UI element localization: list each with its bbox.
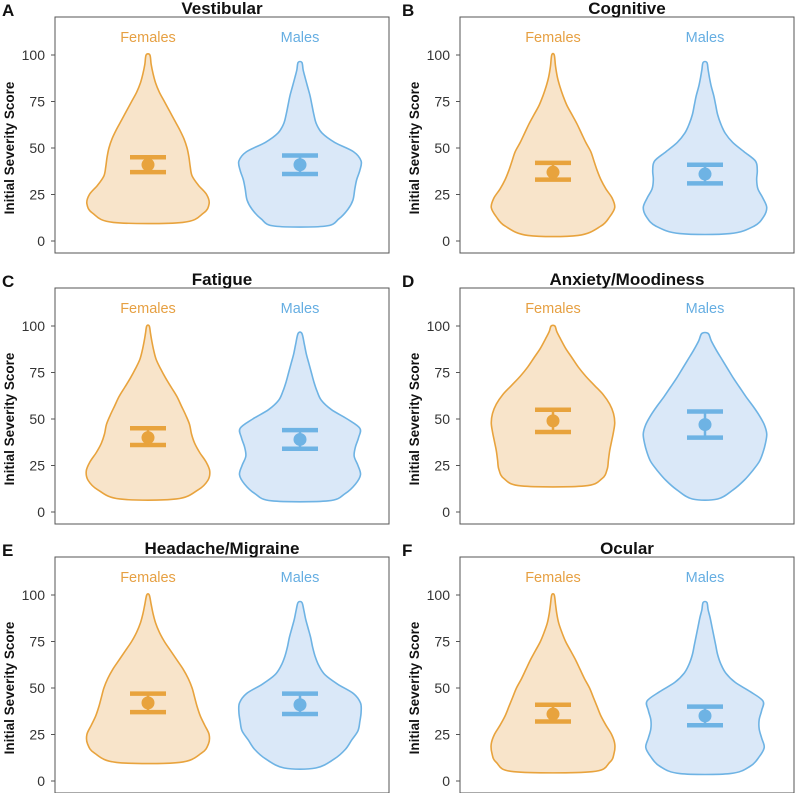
group-label-females: Females [525,301,581,317]
panel-letter: A [2,1,14,20]
y-axis-title: Initial Severity Score [407,621,422,754]
y-tick-label: 50 [434,140,450,156]
mean-point-males [293,158,307,172]
panel-title: Fatigue [192,270,252,289]
mean-point-females [141,158,155,172]
y-tick-label: 50 [29,411,45,427]
group-label-males: Males [686,570,725,586]
panel-letter: B [402,1,414,20]
group-label-females: Females [525,30,581,46]
y-tick-label: 50 [29,140,45,156]
violin-females [85,53,211,225]
violin-females [490,593,616,774]
group-label-males: Males [686,30,725,46]
violin-females [490,324,616,488]
panel-e: E Headache/Migraine Initial Severity Score… [2,539,390,794]
panel-title: Vestibular [181,0,263,18]
y-tick-label: 100 [22,587,46,603]
y-tick-label: 0 [442,504,450,520]
y-tick-label: 50 [29,680,45,696]
mean-point-males [698,167,712,181]
panel-letter: D [402,272,414,291]
y-tick-label: 75 [29,634,45,650]
y-axis-title: Initial Severity Score [407,352,422,485]
panel-title: Cognitive [588,0,665,18]
panel-title: Anxiety/Moodiness [550,270,705,289]
y-tick-label: 75 [434,94,450,110]
y-axis-title: Initial Severity Score [2,352,17,485]
violin-females [85,593,211,765]
panel-frame [459,16,795,254]
panel-a: A Vestibular Initial Severity Score 0 25 50 75… [2,0,390,254]
y-axis-title: Initial Severity Score [2,81,17,214]
violin-males [642,60,768,236]
y-tick-label: 25 [434,458,450,474]
y-tick-label: 100 [22,318,46,334]
group-label-females: Females [120,30,176,46]
panel-frame [54,287,390,525]
group-label-females: Females [120,570,176,586]
violin-males [237,60,363,228]
panel-letter: E [2,541,13,560]
y-tick-label: 100 [427,587,451,603]
mean-point-females [546,165,560,179]
panel-letter: F [402,541,412,560]
panel-frame [459,287,795,525]
y-tick-label: 100 [427,318,451,334]
mean-point-males [698,418,712,432]
y-tick-label: 75 [29,365,45,381]
group-label-males: Males [281,30,320,46]
y-tick-label: 75 [29,94,45,110]
panel-d: D Anxiety/Moodiness Initial Severity Score… [402,270,795,525]
panel-c: C Fatigue Initial Severity Score 0 25 50 75 100… [2,270,390,525]
mean-point-females [141,431,155,445]
y-tick-label: 25 [29,458,45,474]
panel-title: Ocular [600,539,654,558]
violin-females [85,324,211,501]
mean-point-females [141,696,155,710]
mean-point-females [546,707,560,721]
y-axis-title: Initial Severity Score [2,621,17,754]
y-tick-label: 50 [434,680,450,696]
panel-title: Headache/Migraine [145,539,300,558]
panel-f: F Ocular Initial Severity Score 0 25 50 75 100 F… [402,539,795,794]
group-label-females: Females [120,301,176,317]
y-tick-label: 100 [22,47,46,63]
panel-b: B Cognitive Initial Severity Score 0 25 50 75 1… [402,0,795,254]
mean-point-females [546,414,560,428]
y-tick-label: 75 [434,634,450,650]
violin-males [644,600,766,776]
y-tick-label: 75 [434,365,450,381]
y-tick-label: 0 [37,233,45,249]
y-tick-label: 25 [29,727,45,743]
y-tick-label: 50 [434,411,450,427]
group-label-males: Males [281,570,320,586]
y-tick-label: 0 [442,773,450,789]
violin-females [490,52,616,238]
y-tick-label: 0 [442,233,450,249]
mean-point-males [698,709,712,723]
panel-letter: C [2,272,14,291]
violin-males [238,331,362,503]
mean-point-males [293,432,307,446]
group-label-males: Males [281,301,320,317]
y-axis-title: Initial Severity Score [407,81,422,214]
mean-point-males [293,698,307,712]
y-tick-label: 0 [37,773,45,789]
group-label-females: Females [525,570,581,586]
y-tick-label: 100 [427,47,451,63]
y-tick-label: 25 [434,727,450,743]
group-label-males: Males [686,301,725,317]
y-tick-label: 25 [29,187,45,203]
violin-males [237,600,363,770]
panel-frame [54,16,390,254]
y-tick-label: 25 [434,187,450,203]
y-tick-label: 0 [37,504,45,520]
